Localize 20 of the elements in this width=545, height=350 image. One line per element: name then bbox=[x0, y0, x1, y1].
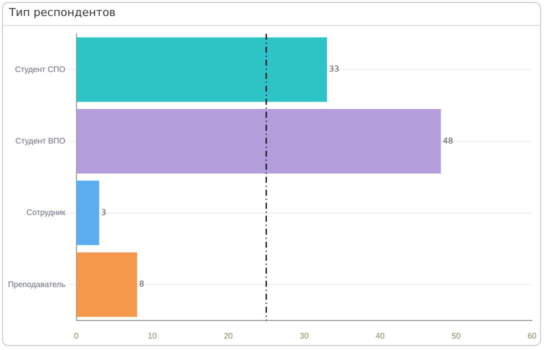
x-tick-label: 0 bbox=[74, 331, 80, 340]
data-label: 8 bbox=[139, 280, 144, 289]
data-label: 48 bbox=[442, 136, 454, 146]
x-tick-label: 60 bbox=[528, 331, 537, 340]
y-tick-label: Студент СПО bbox=[14, 64, 66, 74]
y-tick-label: Сотрудник bbox=[26, 208, 66, 218]
data-label: 33 bbox=[328, 64, 340, 74]
x-tick-label: 10 bbox=[148, 331, 158, 340]
chart-title: Тип респондентов bbox=[3, 3, 540, 26]
bar bbox=[76, 109, 441, 174]
x-tick-label: 20 bbox=[224, 331, 234, 340]
x-tick-label: 40 bbox=[376, 331, 386, 340]
bar bbox=[76, 252, 138, 317]
y-tick-label: Студент ВПО bbox=[15, 136, 66, 146]
y-tick-label: Преподаватель bbox=[8, 280, 66, 289]
data-label: 3 bbox=[101, 208, 106, 218]
bar bbox=[76, 37, 327, 102]
x-tick-label: 50 bbox=[452, 331, 462, 340]
x-tick-label: 30 bbox=[300, 331, 310, 340]
bar bbox=[76, 180, 100, 246]
